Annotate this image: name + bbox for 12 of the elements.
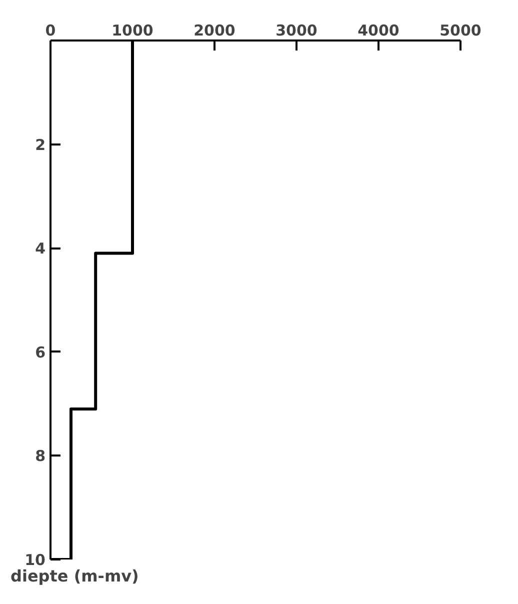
y-axis-title: diepte (m-mv) xyxy=(10,566,139,586)
y-tick-label: 8 xyxy=(35,447,46,466)
x-tick-label: 2000 xyxy=(194,22,236,40)
y-tick-label: 6 xyxy=(35,343,46,362)
x-tick-label: 1000 xyxy=(112,22,154,40)
y-tick-label: 10 xyxy=(24,551,46,569)
y-tick-label: 4 xyxy=(35,240,46,258)
x-tick-label: 0 xyxy=(45,22,56,40)
x-tick-label: 4000 xyxy=(358,22,400,40)
y-tick-label: 2 xyxy=(35,136,46,154)
x-tick-label: 5000 xyxy=(440,22,482,40)
x-tick-label: 3000 xyxy=(276,22,318,40)
